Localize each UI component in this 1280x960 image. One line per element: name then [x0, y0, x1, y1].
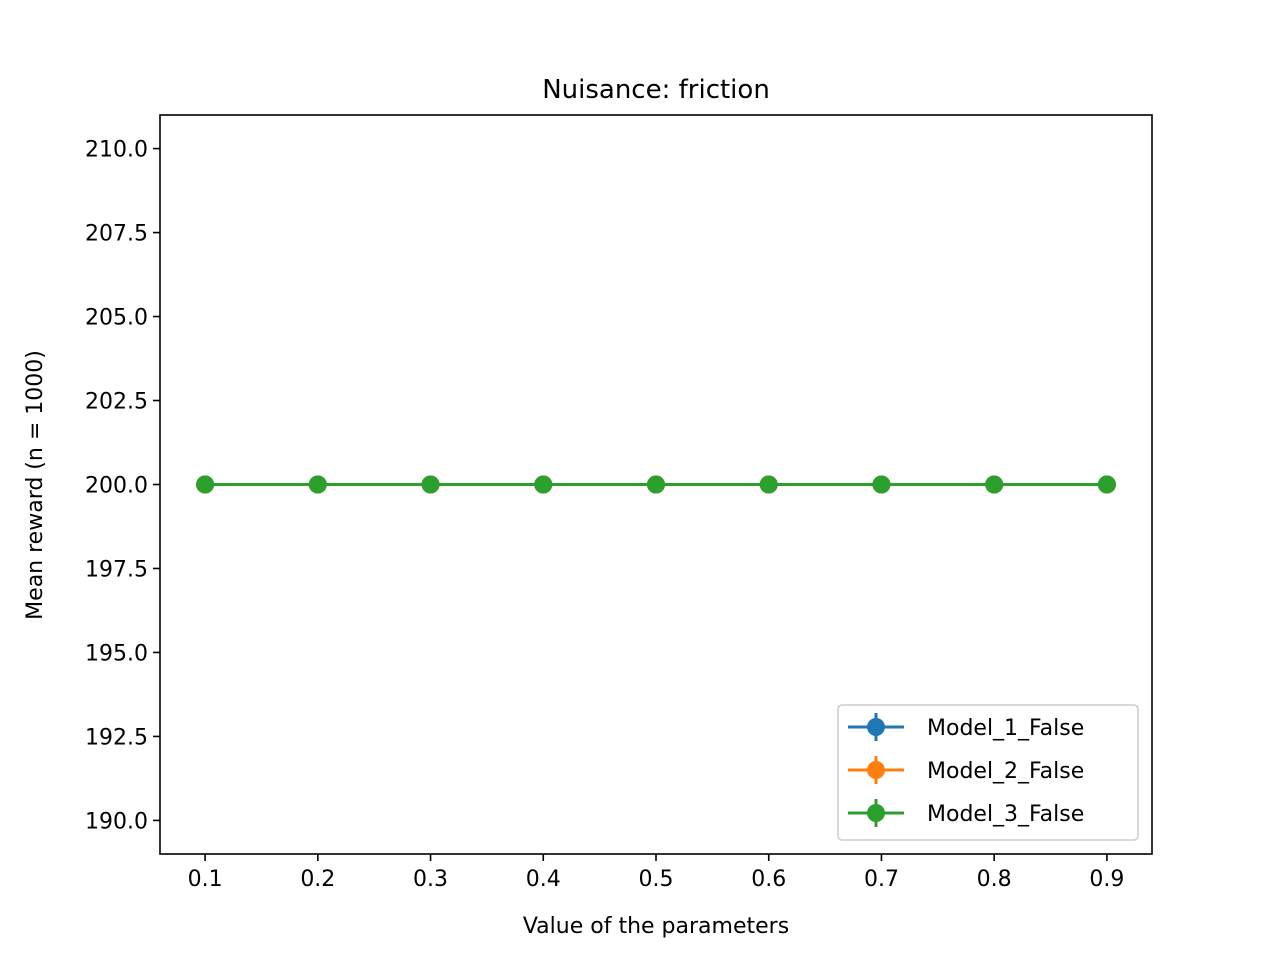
- data-point: [759, 475, 778, 494]
- data-point: [534, 475, 553, 494]
- legend-box: [837, 704, 1139, 841]
- y-tick-label: 195.0: [85, 641, 148, 666]
- legend-label: Model_1_False: [927, 716, 1084, 741]
- data-point: [985, 475, 1004, 494]
- data-point: [1097, 475, 1116, 494]
- data-point: [308, 475, 327, 494]
- data-point: [196, 475, 215, 494]
- x-tick-label: 0.5: [639, 867, 674, 892]
- y-tick-label: 202.5: [85, 390, 148, 415]
- series-layer: [196, 475, 1116, 494]
- legend: Model_1_False Model_2_False Model_3_False: [837, 704, 1139, 841]
- x-tick-label: 0.7: [864, 867, 899, 892]
- x-axis: 0.1 0.2 0.3 0.4 0.5 0.6 0.7 0.8 0.9: [188, 854, 1124, 892]
- data-point: [647, 475, 665, 494]
- y-tick-label: 192.5: [85, 725, 148, 750]
- legend-marker: [867, 718, 885, 736]
- x-tick-label: 0.1: [188, 867, 223, 892]
- y-tick-label: 205.0: [85, 306, 148, 331]
- y-tick-label: 207.5: [85, 222, 148, 247]
- x-tick-label: 0.3: [413, 867, 448, 892]
- y-tick-label: 190.0: [85, 809, 148, 834]
- legend-marker: [867, 761, 885, 779]
- y-tick-label: 200.0: [85, 474, 148, 499]
- y-axis: 190.0 192.5 195.0 197.5 200.0 202.5 205.0 207.5…: [85, 138, 160, 834]
- data-point: [872, 475, 891, 494]
- chart-title: Nuisance: friction: [542, 75, 770, 105]
- y-axis-label: Mean reward (n = 1000): [23, 350, 48, 620]
- legend-entry: Model_2_False: [848, 756, 1084, 784]
- x-tick-label: 0.8: [977, 867, 1012, 892]
- legend-label: Model_2_False: [927, 759, 1084, 784]
- x-tick-label: 0.4: [526, 867, 561, 892]
- legend-entry: Model_1_False: [848, 713, 1084, 741]
- y-tick-label: 210.0: [85, 138, 148, 163]
- y-tick-label: 197.5: [85, 557, 148, 582]
- legend-marker: [867, 804, 885, 822]
- x-axis-label: Value of the parameters: [523, 914, 789, 939]
- x-tick-label: 0.2: [300, 867, 335, 892]
- x-tick-label: 0.6: [751, 867, 786, 892]
- legend-entry: Model_3_False: [848, 799, 1084, 827]
- series-3: [196, 475, 1116, 494]
- x-tick-label: 0.9: [1089, 867, 1124, 892]
- legend-label: Model_3_False: [927, 802, 1084, 827]
- data-point: [421, 475, 440, 494]
